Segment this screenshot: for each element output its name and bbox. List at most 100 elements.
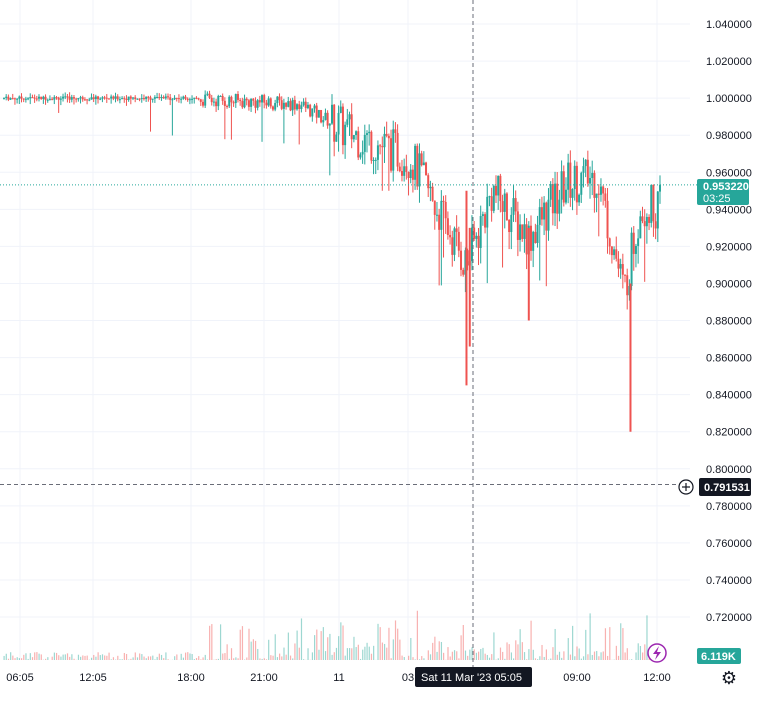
candle-body [180,98,183,100]
y-axis-ticks: 1.040000 1.020000 1.000000 0.980000 0.960000… [706,19,752,624]
y-tick-label: 0.940000 [706,204,752,216]
candle-body [580,172,583,195]
candle-body [171,99,174,101]
candle-body [282,102,285,109]
crosshair-time-label: Sat 11 Mar '23 05:05 [421,672,522,684]
volume-bar [7,658,10,660]
volume-bar [578,648,580,660]
candle-body [70,97,73,100]
candle-body [112,96,115,99]
candle-body [578,194,581,203]
x-tick-label: 21:00 [250,672,278,684]
volume-bar [270,655,272,660]
volume-bar [51,656,53,660]
volume-bar [36,652,38,660]
candle-body [372,159,375,161]
volume-bar [620,623,622,660]
volume-bar [38,653,40,660]
candle-body [656,191,659,229]
candle-body [374,159,377,161]
candle-body [169,97,172,100]
candle-body [383,133,386,148]
gear-icon[interactable]: ⚙ [720,668,738,688]
candle-body [315,105,318,118]
volume-bar [416,610,418,660]
volume-bar [191,654,193,660]
candle-body [125,98,128,100]
candle-body [127,96,130,100]
candle-body [501,201,504,212]
volume-bar [263,658,265,660]
candle-body [204,94,207,106]
volume-bar [311,652,314,660]
volume-bar [110,659,112,660]
volume-bar [604,628,607,660]
volume-bar [353,636,355,660]
candle-body [350,114,353,140]
candle-body [22,98,25,100]
volume-bar [329,633,331,660]
volume-bar [528,649,530,660]
candle-body [223,100,226,106]
candle-body [453,228,456,255]
x-tick-label: 18:00 [177,672,205,684]
y-tick-label: 0.720000 [706,612,752,624]
candle-body [77,98,80,100]
volume-bar [134,652,136,660]
last-price-value: 0.953220 [703,181,749,193]
candle-body [659,184,661,192]
candle-body [495,185,497,196]
candle-body [201,101,204,106]
candle-body [18,96,21,99]
volume-bar [624,652,626,660]
volume-bar [362,649,364,660]
candle-body [322,119,325,123]
candle-body [59,98,62,100]
candle-body [418,153,421,187]
y-tick-label: 0.920000 [706,241,752,253]
candle-body [265,102,268,106]
lightning-icon[interactable] [647,643,667,663]
volume-bar [71,654,73,660]
volume-bar [237,658,239,660]
volume-bar [130,658,132,660]
candle-body [134,97,137,100]
volume-bar [12,655,14,660]
volume-bar [359,658,362,660]
volume-bar [121,659,123,660]
candle-body [532,231,535,251]
x-tick-label: 11 [333,672,344,684]
y-tick-label: 0.980000 [706,130,752,142]
candle-body [300,105,303,110]
candle-body [519,224,522,240]
volume-bar [508,644,510,660]
volume-bar [219,624,222,660]
volume-bar [163,658,165,660]
volume-bar [443,652,445,660]
candle-body [551,184,554,214]
candle-body [149,97,152,100]
volume-bar [429,654,432,660]
candle-body [604,193,607,201]
volume-bar [563,651,565,660]
candle-body [296,104,299,110]
volume-bar [66,653,69,660]
candle-body [37,96,40,99]
volume-bar [145,658,147,660]
candle-body [405,166,408,172]
candle-body [564,189,567,203]
candle-body [573,165,576,190]
volume-bar [440,641,443,660]
volume-bar [607,655,609,660]
volume-bar [451,651,453,660]
candle-body [16,98,19,100]
candle-body [83,99,86,101]
volume-bar [165,652,167,660]
candle-body [306,104,309,109]
candle-body [420,153,423,166]
x-tick-label: 03 [402,672,414,684]
candle-body [575,165,578,203]
candle-body [210,97,213,103]
candle-body [505,193,508,220]
